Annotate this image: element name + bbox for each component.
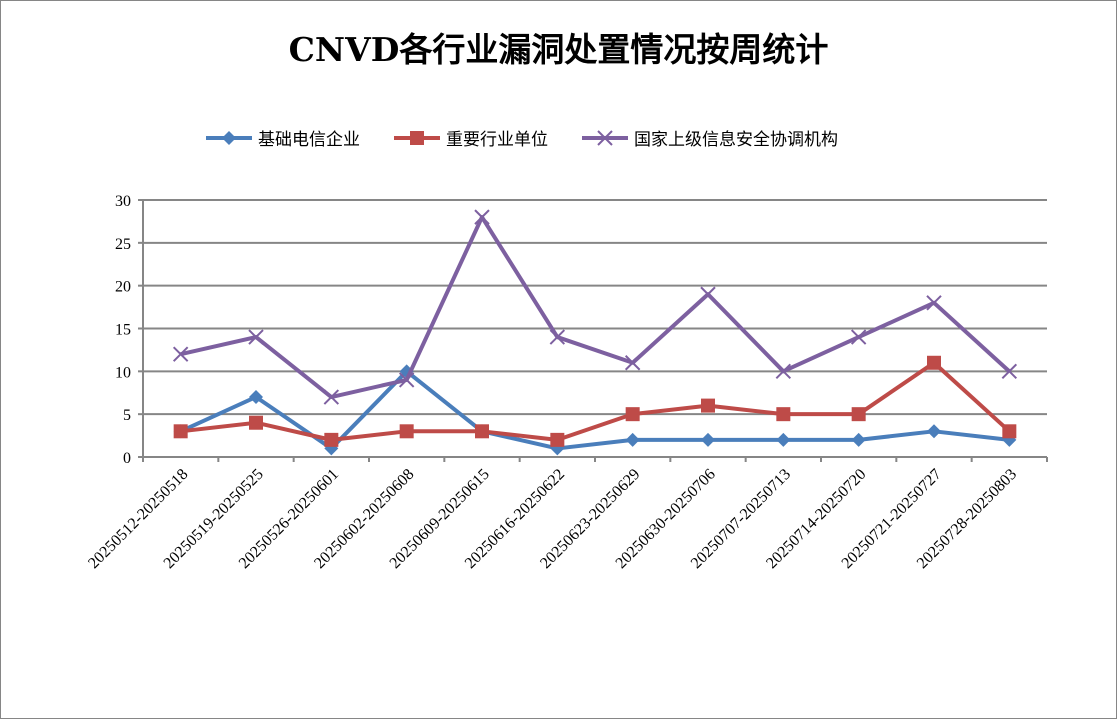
y-tick-label: 30 <box>115 193 131 210</box>
data-point <box>474 209 490 225</box>
data-point <box>249 390 263 405</box>
data-point <box>625 407 640 422</box>
data-point <box>324 432 339 447</box>
data-point <box>926 295 942 311</box>
data-point <box>776 407 791 422</box>
data-point <box>172 346 189 362</box>
data-point <box>625 432 640 447</box>
data-point <box>1002 424 1017 439</box>
legend-label: 国家上级信息安全协调机构 <box>634 130 838 150</box>
data-point <box>775 363 792 380</box>
series-line-1 <box>179 369 1010 451</box>
legend-diamond-icon <box>206 130 252 145</box>
y-tick-label: 25 <box>115 236 131 253</box>
legend-item: 重要行业单位 <box>394 125 548 150</box>
series-line-2 <box>180 360 1011 442</box>
data-point <box>549 329 566 345</box>
data-point <box>851 432 866 447</box>
data-point <box>776 432 791 447</box>
data-point <box>173 424 188 439</box>
legend-item: 基础电信企业 <box>206 125 360 150</box>
y-tick-label: 20 <box>115 279 131 296</box>
data-point <box>624 355 641 371</box>
data-point <box>927 355 941 370</box>
legend-label: 重要行业单位 <box>446 130 548 150</box>
data-point <box>700 286 716 302</box>
legend-label: 基础电信企业 <box>258 130 360 150</box>
data-point <box>399 424 414 439</box>
data-point <box>475 424 489 439</box>
chart-title: CNVD各行业漏洞处置情况按周统计 <box>288 30 829 69</box>
data-point <box>323 389 340 405</box>
legend-square-icon <box>394 130 440 145</box>
data-point <box>1001 363 1018 380</box>
data-point <box>398 372 415 388</box>
data-point <box>550 432 565 447</box>
y-tick-label: 5 <box>123 407 131 424</box>
data-point <box>249 415 263 430</box>
series-line-3 <box>180 215 1011 400</box>
data-point <box>927 424 941 439</box>
legend: 基础电信企业 重要行业单位 国家上级信息安全协调机构 <box>206 125 838 150</box>
legend-x-icon <box>582 129 628 146</box>
data-point <box>850 329 867 345</box>
y-tick-label: 15 <box>115 322 131 339</box>
data-point <box>701 432 715 447</box>
y-tick-label: 0 <box>123 450 131 467</box>
y-tick-label: 10 <box>115 364 131 381</box>
data-point <box>701 398 715 413</box>
data-point <box>248 329 264 345</box>
data-point <box>851 407 866 422</box>
legend-item: 国家上级信息安全协调机构 <box>582 125 838 150</box>
